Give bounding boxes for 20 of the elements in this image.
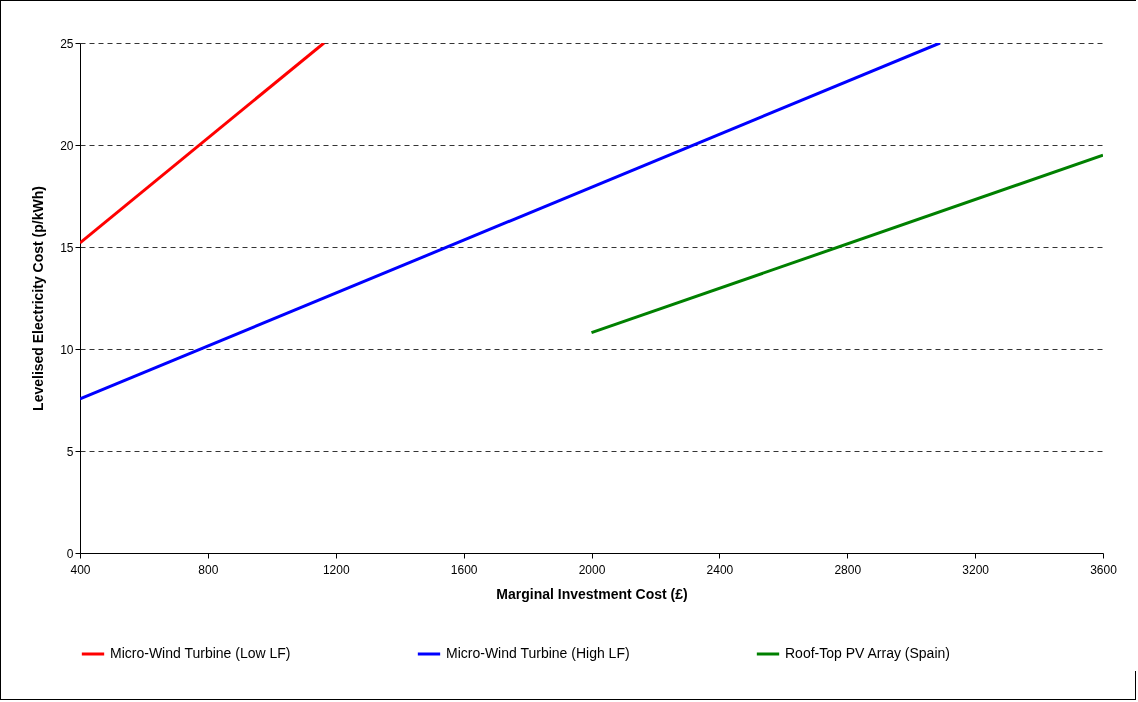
- x-tick-label: 400: [70, 562, 91, 577]
- x-axis-title: Marginal Investment Cost (£): [496, 585, 688, 602]
- y-tick-label: 15: [60, 240, 74, 255]
- y-axis-title: Levelised Electricity Cost (p/kWh): [30, 186, 47, 411]
- x-tick-label: 3200: [962, 562, 990, 577]
- legend-label: Micro-Wind Turbine (Low LF): [110, 645, 291, 661]
- x-tick-label: 2000: [578, 562, 606, 577]
- x-tick-label: 1600: [450, 562, 478, 577]
- y-tick-label: 10: [60, 342, 74, 357]
- x-tick-label: 1200: [322, 562, 350, 577]
- x-tick-label: 2800: [834, 562, 862, 577]
- x-tick-label: 2400: [706, 562, 734, 577]
- y-tick-label: 0: [66, 546, 74, 561]
- x-tick-label: 3600: [1090, 562, 1118, 577]
- x-tick-label: 800: [198, 562, 219, 577]
- y-tick-label: 25: [60, 36, 74, 51]
- y-tick-label: 5: [66, 444, 74, 459]
- y-tick-label: 20: [60, 138, 74, 153]
- legend-label: Roof-Top PV Array (Spain): [785, 645, 950, 661]
- legend-label: Micro-Wind Turbine (High LF): [446, 645, 630, 661]
